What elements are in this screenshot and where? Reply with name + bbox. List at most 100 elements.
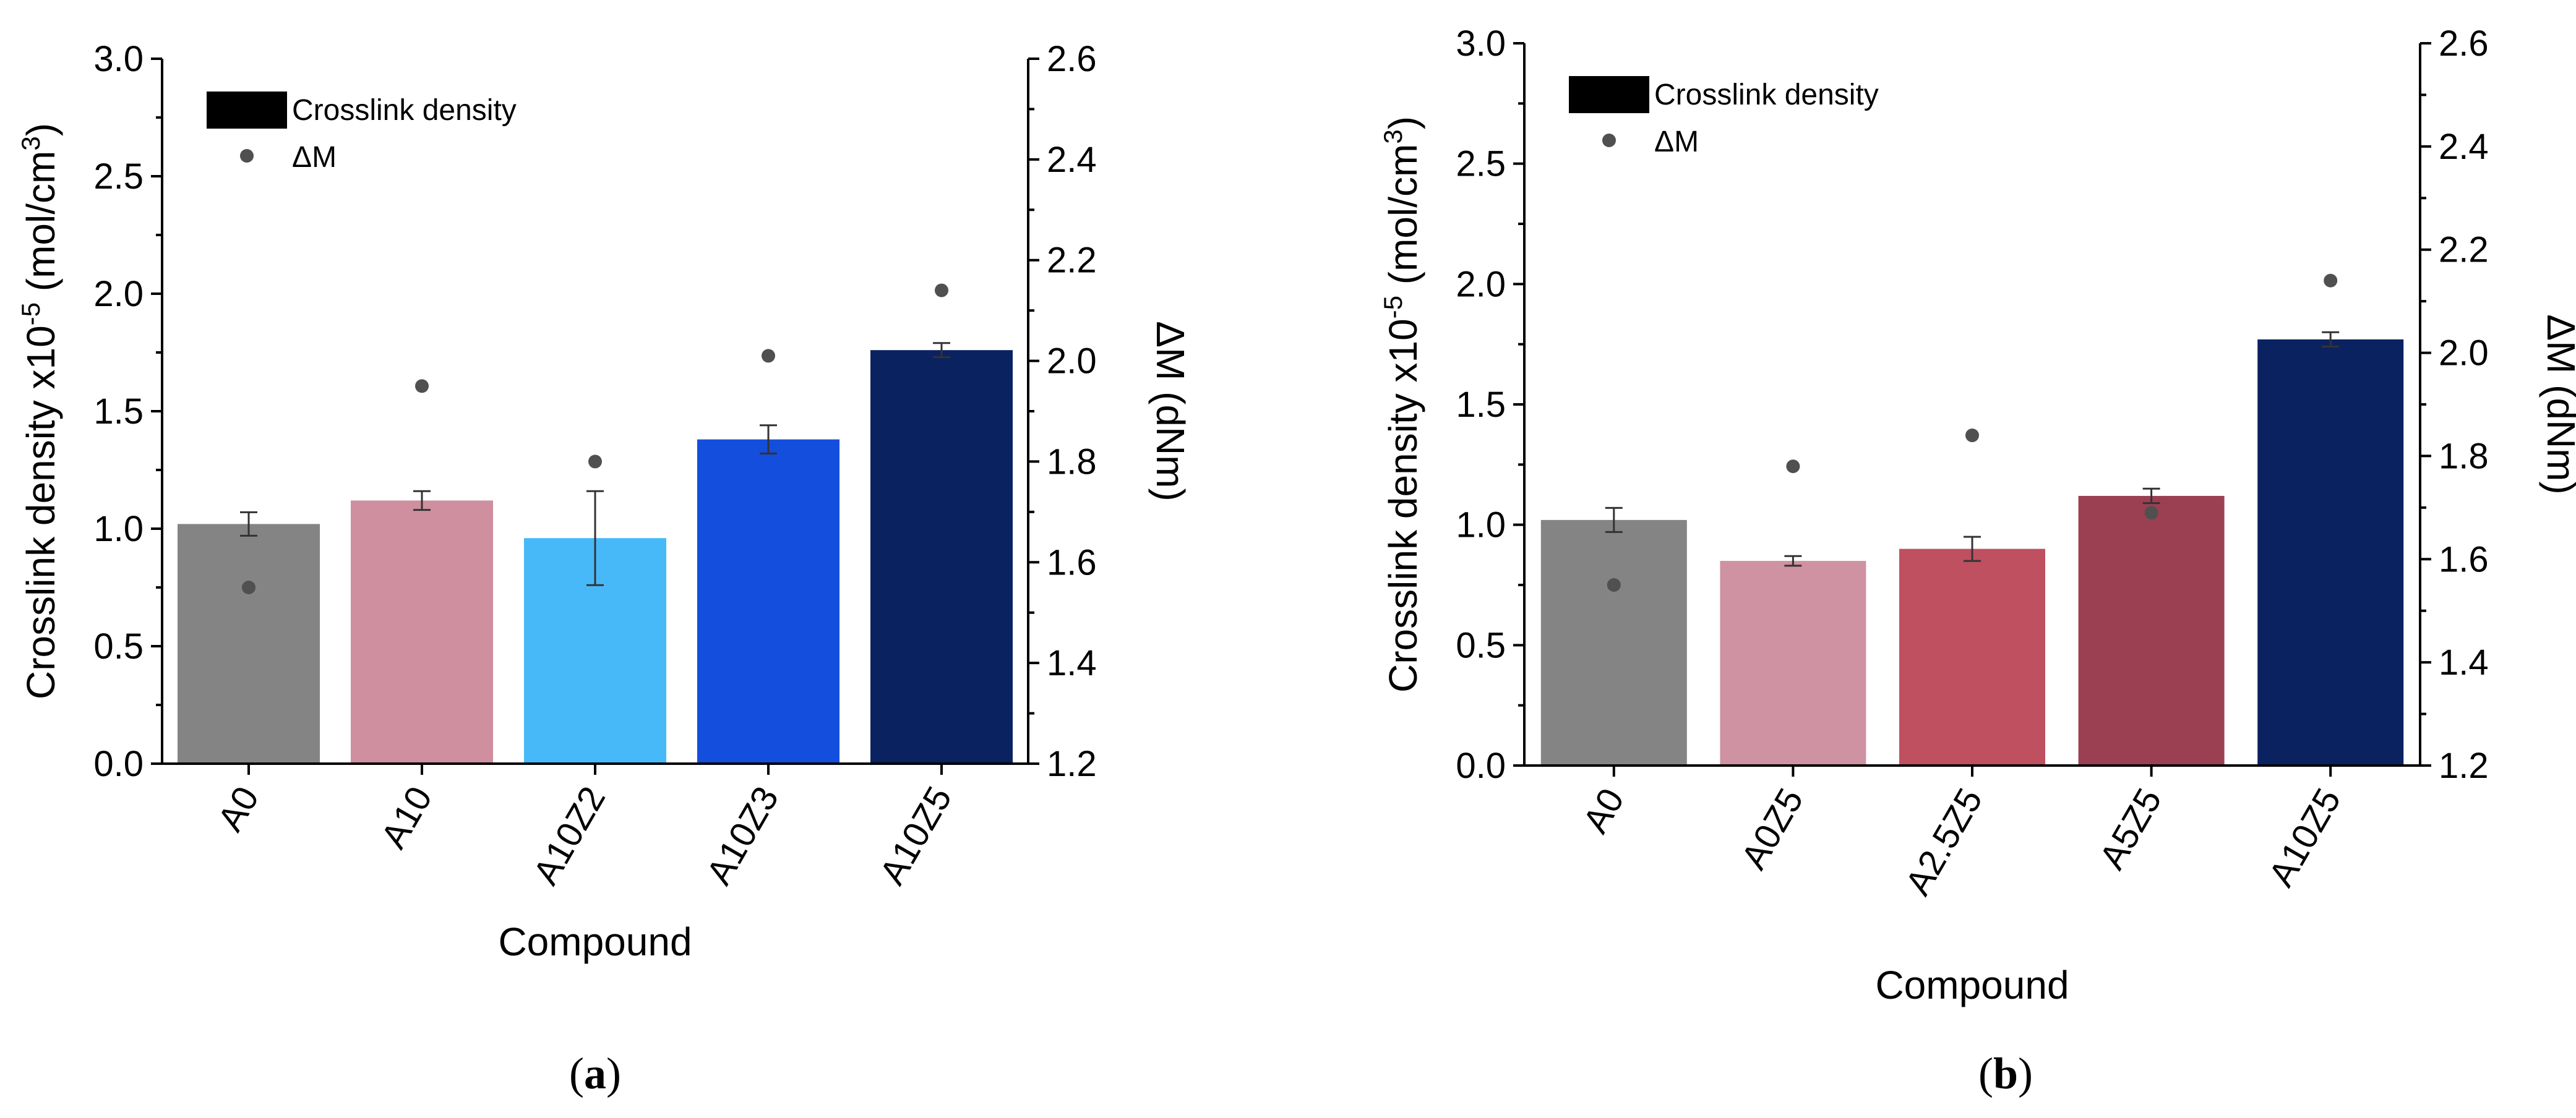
y2-tick-label: 2.6 bbox=[1047, 39, 1097, 79]
panel-caption: (a) bbox=[569, 1049, 621, 1098]
y2-tick-label: 2.2 bbox=[1047, 241, 1097, 281]
bar-a10z5 bbox=[870, 350, 1013, 764]
y-axis-title-part: (mol/cm bbox=[19, 151, 63, 302]
y2-axis-title: ΔM (dNm) bbox=[2539, 314, 2576, 495]
x-tick-label: A5Z5 bbox=[2092, 782, 2170, 876]
delta-m-point-a0z5 bbox=[1786, 459, 1800, 474]
error-bar-a5z5 bbox=[2142, 487, 2160, 505]
y-tick-label: 2.0 bbox=[1456, 264, 1506, 304]
chart-panel-b: 0.0 0.5 1.0 1.5 2.0 2.5 3.0 1.2 1.4 1.6 1.8 2.0 2.2 2… bbox=[1378, 23, 2576, 1098]
y2-tick-label: 2.4 bbox=[2439, 127, 2489, 167]
y2-tick-label: 1.4 bbox=[1047, 643, 1097, 683]
error-bar-a0 bbox=[240, 511, 257, 537]
y2-tick-label: 2.4 bbox=[1047, 140, 1097, 180]
y2-tick-label: 1.2 bbox=[2439, 746, 2489, 786]
bar-a10z5 bbox=[2257, 339, 2404, 766]
y2-tick-label: 1.4 bbox=[2439, 642, 2489, 683]
y-axis-title-superscript: 3 bbox=[1378, 129, 1407, 143]
x-tick-label: A10Z5 bbox=[2261, 782, 2349, 893]
bar-a2-5z5 bbox=[1899, 548, 2045, 766]
x-tick-label: A10Z3 bbox=[699, 780, 787, 891]
y-tick-label: 0.0 bbox=[1456, 746, 1506, 786]
delta-m-point-a2-5z5 bbox=[1965, 429, 1979, 443]
panel-caption-paren: ) bbox=[606, 1049, 621, 1098]
y-tick-label: 2.5 bbox=[1456, 144, 1506, 184]
bar-a0z5 bbox=[1720, 561, 1866, 766]
panel-caption-letter: b bbox=[1993, 1049, 2018, 1098]
delta-m-point-a10z5 bbox=[2324, 273, 2338, 288]
error-bar-a10z2 bbox=[586, 490, 604, 586]
y-tick-label: 0.0 bbox=[93, 744, 144, 784]
y-axis-title-part: (mol/cm bbox=[1381, 144, 1425, 296]
panel-caption-paren: ( bbox=[1978, 1049, 1993, 1098]
error-bar-a10z5 bbox=[933, 342, 950, 359]
panel-caption: (b) bbox=[1978, 1049, 2033, 1098]
legend-dot-label: ΔM bbox=[1654, 126, 1699, 158]
y-tick-label: 0.5 bbox=[1456, 625, 1506, 665]
x-tick-label: A0 bbox=[210, 780, 267, 838]
y-axis-title-superscript: -5 bbox=[1378, 296, 1407, 318]
y-axis-title: Crosslink density x10-5 (mol/cm3) bbox=[16, 123, 63, 699]
y2-tick-label: 1.2 bbox=[1047, 744, 1097, 784]
legend: Crosslink density ΔM bbox=[1569, 76, 1879, 158]
delta-m-point-a5z5 bbox=[2144, 506, 2158, 520]
legend-dot-marker bbox=[240, 149, 254, 163]
x-axis-title: Compound bbox=[498, 920, 692, 964]
bar-a0 bbox=[178, 524, 320, 764]
delta-m-point-a0 bbox=[242, 581, 255, 594]
y-tick-label: 1.0 bbox=[1456, 505, 1506, 545]
legend-bar-label: Crosslink density bbox=[292, 94, 517, 127]
y-axis-title-part: ) bbox=[1381, 116, 1425, 129]
x-tick-label: A0 bbox=[1575, 782, 1632, 840]
y-axis-title: Crosslink density x10-5 (mol/cm3) bbox=[1378, 116, 1425, 693]
y2-tick-label: 2.2 bbox=[2439, 230, 2489, 270]
y-tick-label: 2.5 bbox=[93, 156, 144, 197]
delta-m-point-a10z5 bbox=[935, 283, 948, 297]
delta-m-point-a10z2 bbox=[588, 454, 602, 469]
legend-bar-swatch bbox=[207, 92, 287, 129]
legend-bar-swatch bbox=[1569, 76, 1649, 113]
y-axis-title-part: ) bbox=[19, 123, 63, 136]
y-tick-label: 3.0 bbox=[93, 39, 144, 79]
x-tick-label: A0Z5 bbox=[1733, 782, 1811, 876]
legend-dot-label: ΔM bbox=[292, 141, 337, 174]
error-bar-a10 bbox=[413, 490, 431, 511]
bar-a0 bbox=[1540, 519, 1687, 766]
delta-m-point-a10z3 bbox=[762, 349, 775, 363]
y-tick-label: 1.0 bbox=[93, 509, 144, 549]
x-tick-label: A2.5Z5 bbox=[1897, 782, 1990, 902]
x-tick-label: A10Z2 bbox=[526, 780, 614, 891]
y2-tick-label: 1.8 bbox=[2439, 436, 2489, 476]
legend: Crosslink density ΔM bbox=[207, 92, 517, 174]
panel-caption-paren: ) bbox=[2018, 1049, 2033, 1098]
y2-tick-label: 1.6 bbox=[2439, 539, 2489, 579]
bar-a10z3 bbox=[697, 439, 839, 764]
delta-m-point-a0 bbox=[1607, 578, 1621, 592]
y-axis-title-part: Crosslink density x10 bbox=[1381, 318, 1425, 693]
y-tick-label: 3.0 bbox=[1456, 23, 1506, 64]
legend-bar-label: Crosslink density bbox=[1654, 79, 1879, 111]
y-tick-label: 1.5 bbox=[1456, 385, 1506, 425]
chart-panel-a: 0.0 0.5 1.0 1.5 2.0 2.5 3.0 1.2 1.4 1.6 1.8 2.0 2.2 2… bbox=[16, 39, 1193, 1098]
y-tick-label: 1.5 bbox=[93, 391, 144, 432]
panel-caption-paren: ( bbox=[569, 1049, 584, 1098]
y2-tick-label: 2.0 bbox=[1047, 341, 1097, 382]
y2-tick-label: 2.6 bbox=[2439, 23, 2489, 64]
y2-tick-label: 2.0 bbox=[2439, 333, 2489, 373]
error-bar-a10z5 bbox=[2322, 331, 2340, 348]
x-axis-title: Compound bbox=[1875, 963, 2069, 1007]
y-tick-label: 2.0 bbox=[93, 274, 144, 314]
x-tick-label: A10Z5 bbox=[872, 780, 960, 891]
error-bar-a0z5 bbox=[1784, 555, 1802, 567]
y-axis-title-part: Crosslink density x10 bbox=[19, 325, 63, 699]
error-bar-a2-5z5 bbox=[1964, 536, 1981, 562]
y2-tick-label: 1.8 bbox=[1047, 442, 1097, 482]
panel-caption-letter: a bbox=[584, 1049, 606, 1098]
bar-a5z5 bbox=[2078, 495, 2225, 766]
y-axis-title-superscript: -5 bbox=[16, 302, 45, 325]
y2-tick-label: 1.6 bbox=[1047, 542, 1097, 582]
y-tick-label: 0.5 bbox=[93, 626, 144, 667]
x-tick-label: A10 bbox=[373, 780, 440, 855]
error-bar-a0 bbox=[1605, 506, 1623, 533]
